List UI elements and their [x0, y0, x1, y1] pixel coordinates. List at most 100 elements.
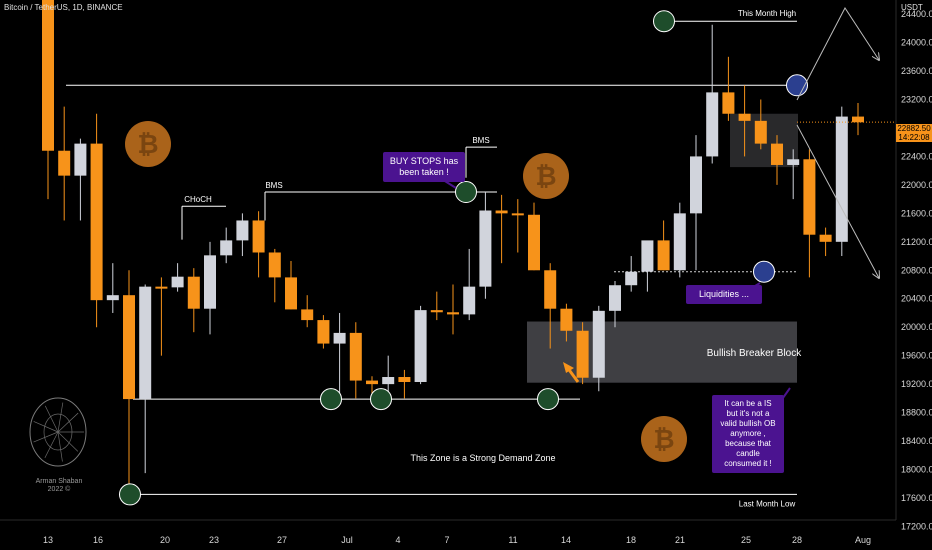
symbol-title: Bitcoin / TetherUS, 1D, BINANCE	[4, 3, 123, 12]
y-tick-18: 17200.00	[901, 521, 932, 531]
bitcoin-logo-3-glyph: ₿	[653, 425, 674, 455]
candle-body-46	[787, 159, 800, 165]
candle-body-1	[58, 150, 71, 176]
y-tick-14: 18800.00	[901, 408, 932, 418]
brain-line-7	[57, 402, 64, 433]
candle-body-41	[706, 92, 719, 157]
candle-body-37	[641, 240, 654, 272]
candle-body-8	[171, 276, 184, 288]
brain-line-4	[33, 431, 59, 443]
month-high-label: This Month High	[738, 9, 796, 18]
candle-body-14	[268, 252, 281, 278]
y-tick-10: 20400.00	[901, 294, 932, 304]
x-tick-14: Aug	[855, 535, 871, 545]
author-year: 2022 ©	[47, 486, 71, 493]
candle-body-27	[479, 210, 492, 287]
bitcoin-logo-3	[641, 416, 687, 462]
brain-line-1	[57, 431, 79, 452]
y-tick-7: 21600.00	[901, 208, 932, 218]
candle-body-9	[187, 276, 200, 309]
author-signature: Arman Shaban 2022 ©	[30, 478, 88, 494]
candle-body-24	[430, 310, 443, 313]
candle-body-5	[123, 295, 135, 400]
bms-left-label: BMS	[265, 181, 282, 190]
candle-body-34	[592, 310, 605, 378]
x-tick-1: 16	[93, 535, 103, 545]
y-tick-9: 20800.00	[901, 265, 932, 275]
author-brain-logo	[29, 397, 87, 467]
candle-body-15	[285, 277, 297, 310]
candle-body-28	[495, 210, 508, 214]
y-tick-15: 18400.00	[901, 436, 932, 446]
candle-body-36	[625, 271, 638, 286]
candle-body-35	[609, 285, 621, 311]
y-tick-1: 24000.00	[901, 38, 932, 48]
candle-body-33	[576, 330, 589, 378]
candle-body-43	[738, 113, 751, 121]
candle-body-20	[366, 380, 378, 385]
y-tick-2: 23600.00	[901, 66, 932, 76]
y-tick-17: 17600.00	[901, 493, 932, 503]
circle-low-2	[370, 388, 392, 411]
candle-body-12	[236, 220, 249, 241]
circle-low-1	[320, 388, 342, 411]
brain-line-8	[57, 412, 79, 433]
candle-body-21	[382, 377, 395, 385]
candle-body-10	[204, 255, 216, 309]
bar-countdown: 14:22:08	[898, 133, 930, 142]
x-tick-5: Jul	[341, 535, 353, 545]
x-tick-11: 21	[675, 535, 685, 545]
candle-body-22	[398, 377, 411, 382]
candle-body-18	[333, 332, 346, 344]
candle-body-38	[657, 240, 670, 271]
candle-body-0	[42, 0, 54, 151]
brain-inner	[43, 413, 73, 451]
x-tick-3: 23	[209, 535, 219, 545]
brain-line-3	[44, 431, 59, 459]
bitcoin-logo-2	[523, 153, 569, 199]
candle-body-3	[90, 143, 103, 301]
candle-body-13	[252, 220, 265, 253]
y-tick-12: 19600.00	[901, 351, 932, 361]
candle-body-19	[349, 332, 362, 381]
time-axis: 13 16 20 23 27 Jul 4 7 11 14 18 21 25 28 Aug	[43, 535, 871, 545]
bitcoin-logo-1	[125, 121, 171, 167]
bullish-breaker-block-label: Bullish Breaker Block	[707, 348, 802, 359]
brain-line-2	[57, 431, 63, 462]
candle-body-16	[301, 309, 314, 321]
x-tick-12: 25	[741, 535, 751, 545]
liquidities-note: Liquidities ...	[686, 285, 762, 304]
axis-unit: USDT	[901, 3, 923, 12]
candles-layer	[42, 0, 864, 498]
price-axis: 24400.0024000.0023600.0023200.0022800.00…	[901, 9, 932, 531]
x-tick-8: 11	[508, 535, 517, 545]
last-price-tag: 22882.50 14:22:08	[896, 124, 932, 142]
is-note: It can be a IS but it's not a valid bull…	[712, 395, 784, 473]
candle-body-49	[835, 116, 848, 242]
candle-body-6	[139, 286, 152, 400]
candle-body-39	[673, 213, 686, 271]
overlay-layer: ₿ ₿ ₿ This Zone is a Strong Demand Zone	[29, 7, 896, 506]
x-tick-7: 7	[444, 535, 449, 545]
brain-line-5	[33, 421, 59, 433]
month-low-label: Last Month Low	[739, 499, 796, 508]
circle-liquidity	[753, 260, 775, 283]
demand-zone-label: This Zone is a Strong Demand Zone	[410, 453, 555, 463]
circle-buy-stops	[455, 181, 477, 204]
candle-body-40	[690, 156, 702, 214]
candle-body-50	[852, 116, 864, 123]
last-price: 22882.50	[897, 124, 931, 133]
candle-body-44	[754, 120, 767, 144]
bitcoin-logo-2-glyph: ₿	[535, 162, 556, 192]
y-tick-6: 22000.00	[901, 180, 932, 190]
candle-body-48	[819, 234, 832, 242]
candle-body-7	[155, 286, 168, 289]
projection-path-down	[796, 124, 879, 278]
x-tick-6: 4	[395, 535, 400, 545]
x-tick-10: 18	[626, 535, 636, 545]
y-tick-5: 22400.00	[901, 151, 932, 161]
circle-month-high	[653, 10, 675, 33]
candle-body-17	[317, 320, 330, 344]
